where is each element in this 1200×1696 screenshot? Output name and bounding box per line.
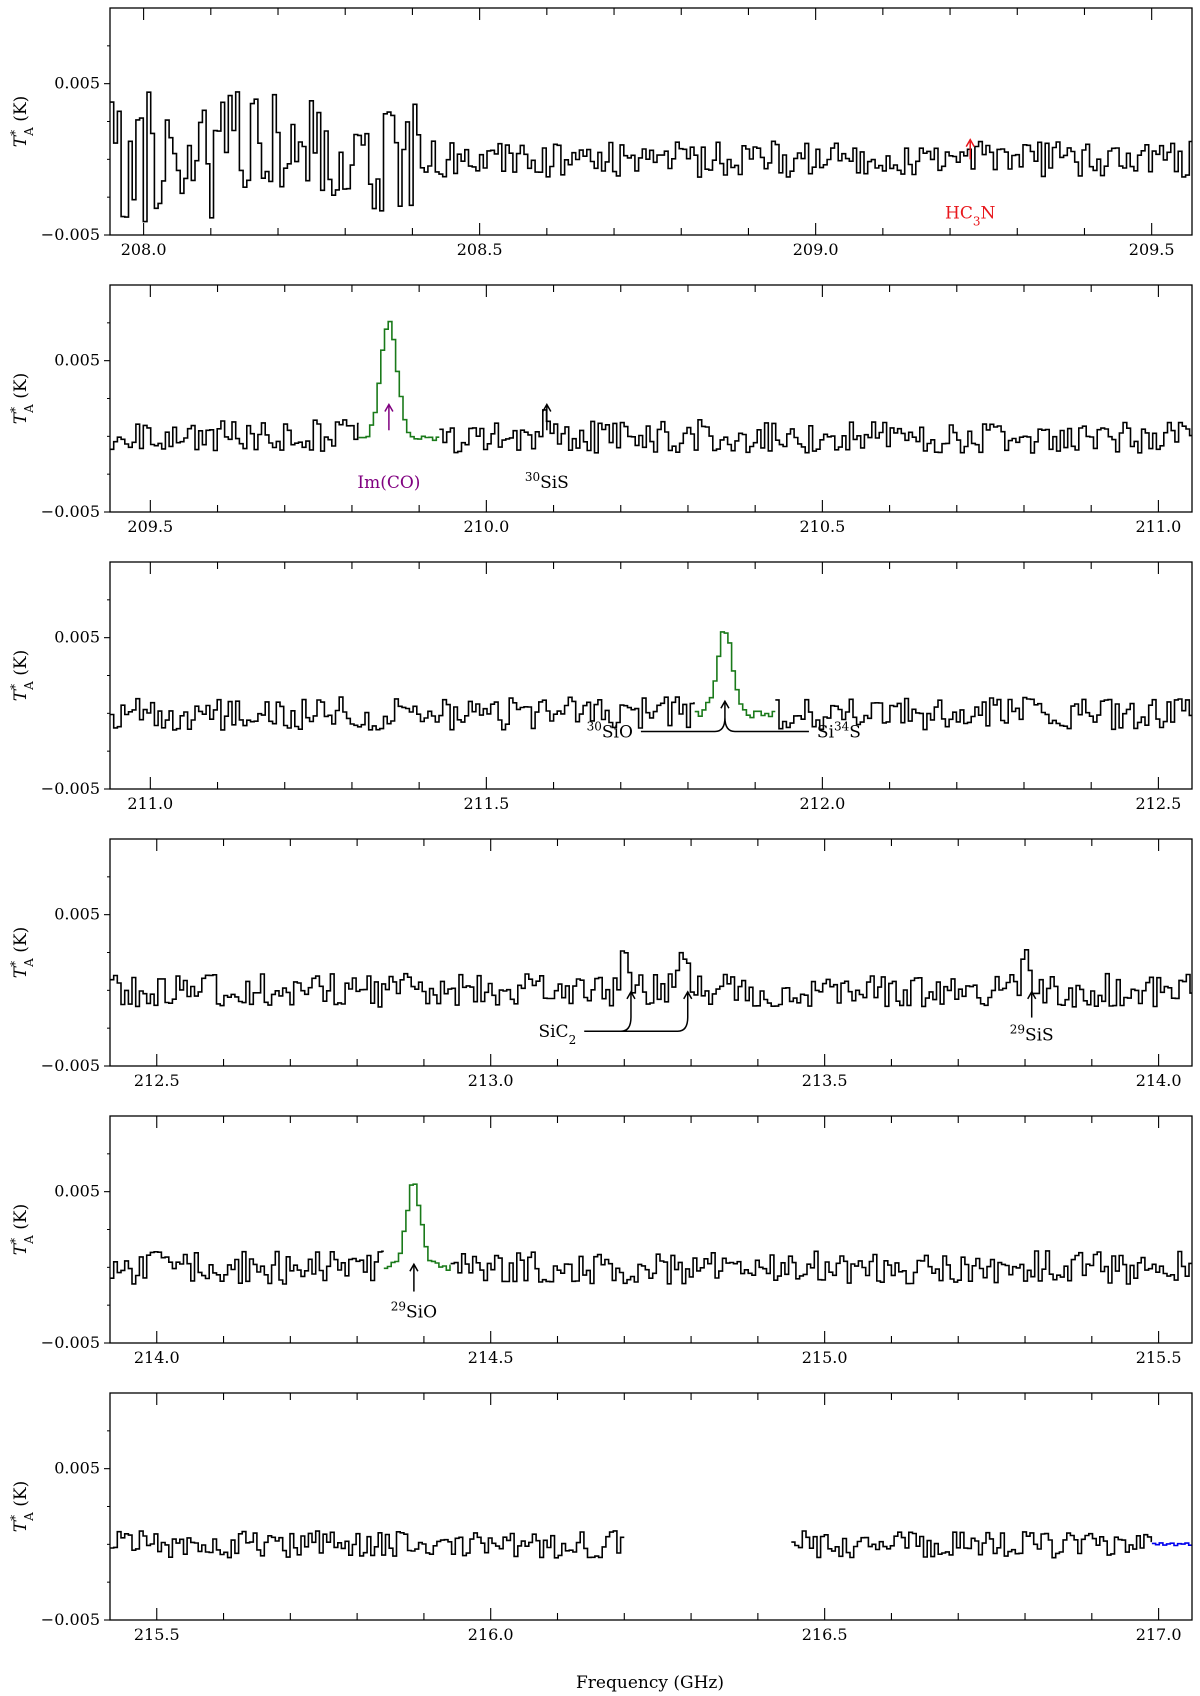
spectrum-series-highlight-2: [358, 320, 440, 442]
x-tick-label: 208.0: [121, 240, 167, 259]
y-tick-label: 0.005: [54, 351, 100, 370]
arrow-head: [542, 403, 552, 412]
x-tick-label: 208.5: [457, 240, 503, 259]
arrow-head: [683, 990, 693, 1000]
annotation-label-right: Si34S: [817, 719, 861, 742]
spectrum-series-normal-1: [110, 419, 359, 452]
line-annotation-1: 29SiO: [391, 1262, 437, 1322]
line-annotation-2: 30SiS: [525, 403, 569, 493]
y-axis-label: T*A (K): [8, 650, 36, 701]
panel-3: 211.0 211.5 212.0 212.5 −0.005 0.005 T*A (K) 30…: [8, 561, 1193, 813]
y-axis-label: T*A (K): [8, 373, 36, 424]
x-tick-label: 209.5: [1129, 240, 1175, 259]
spectrum-series-highlight-2: [694, 631, 776, 719]
x-axis-label: Frequency (GHz): [576, 1673, 724, 1693]
x-tick-label: 211.0: [127, 794, 173, 813]
line-annotation-1: HC3N: [945, 138, 996, 228]
spectrum-series-blue-3: [1151, 1542, 1192, 1547]
arrow-head: [1027, 990, 1037, 1000]
spectrum-series-highlight-2: [383, 1183, 451, 1271]
panel-5: 214.0 214.5 215.0 215.5 −0.005 0.005 T*A (K) 29…: [8, 1115, 1193, 1367]
annotation-label: 29SiS: [1010, 1022, 1054, 1045]
x-tick-label: 209.0: [793, 240, 839, 259]
y-axis-label: T*A (K): [8, 96, 36, 147]
annotation-label: 30SiS: [525, 470, 569, 493]
spectrum-series-normal-1: [110, 949, 1192, 1008]
y-tick-label: 0.005: [54, 905, 100, 924]
y-tick-label: −0.005: [41, 1333, 100, 1352]
spectrum-series-normal-1: [110, 1250, 384, 1285]
x-tick-label: 210.0: [463, 517, 509, 536]
line-annotation-1: SiC2: [538, 990, 693, 1047]
x-tick-label: 211.5: [463, 794, 509, 813]
spectrum-traces: [110, 1183, 1192, 1285]
x-tick-label: 209.5: [127, 517, 173, 536]
arrow-head: [384, 403, 394, 412]
x-tick-label: 214.0: [134, 1348, 180, 1367]
annotation-label: 29SiO: [391, 1299, 437, 1322]
panel-1: 208.0 208.5 209.0 209.5 −0.005 0.005 T*A (K) HC…: [8, 7, 1193, 259]
y-tick-label: −0.005: [41, 1056, 100, 1075]
line-annotation-1: 30SiO Si34S: [587, 699, 861, 742]
x-tick-label: 213.5: [802, 1071, 848, 1090]
y-tick-label: 0.005: [54, 74, 100, 93]
spectrum-traces: [110, 631, 1192, 731]
y-axis-label: T*A (K): [8, 1204, 36, 1255]
y-tick-label: 0.005: [54, 628, 100, 647]
line-annotation-2: 29SiS: [1010, 990, 1054, 1045]
annotation-label: SiC2: [538, 1022, 576, 1047]
spectrum-traces: [110, 949, 1192, 1008]
x-tick-label: 211.0: [1135, 517, 1181, 536]
annotation-label-left: 30SiO: [587, 719, 633, 742]
x-tick-label: 210.5: [799, 517, 845, 536]
spectrum-traces: [110, 91, 1192, 223]
spectrum-series-normal-2: [791, 1530, 1153, 1559]
spectrum-traces: [110, 320, 1192, 454]
y-axis-label: T*A (K): [8, 1481, 36, 1532]
panel-frame: [109, 1115, 1193, 1344]
panel-frame: [109, 284, 1193, 513]
line-annotation-1: Im(CO): [357, 403, 420, 493]
x-tick-label: 216.0: [468, 1625, 514, 1644]
y-tick-label: 0.005: [54, 1182, 100, 1201]
x-tick-label: 214.0: [1136, 1071, 1182, 1090]
y-tick-label: −0.005: [41, 502, 100, 521]
arrow-head: [409, 1262, 419, 1272]
arrow-head: [965, 138, 975, 148]
spectrum-series-normal-1: [110, 1530, 625, 1559]
annotation-label: HC3N: [945, 203, 995, 228]
annotation-label: Im(CO): [357, 473, 420, 493]
spectrum-series-normal-3: [450, 1250, 1192, 1285]
x-tick-label: 212.5: [134, 1071, 180, 1090]
arrow-head: [626, 990, 636, 1000]
x-tick-label: 214.5: [468, 1348, 514, 1367]
panel-2: 209.5 210.0 210.5 211.0 −0.005 0.005 T*A (K) Im…: [8, 284, 1193, 536]
y-tick-label: −0.005: [41, 225, 100, 244]
panel-frame: [109, 1392, 1193, 1621]
spectrum-series-normal-3: [775, 696, 1192, 731]
x-tick-label: 212.5: [1135, 794, 1181, 813]
panel-4: 212.5 213.0 213.5 214.0 −0.005 0.005 T*A (K) Si…: [8, 838, 1193, 1090]
spectrum-series-normal-3: [439, 409, 1192, 454]
x-tick-label: 212.0: [799, 794, 845, 813]
y-tick-label: 0.005: [54, 1459, 100, 1478]
x-tick-label: 213.0: [468, 1071, 514, 1090]
x-tick-label: 215.5: [134, 1625, 180, 1644]
arrow-head: [720, 699, 730, 709]
x-tick-label: 215.0: [802, 1348, 848, 1367]
panel-frame: [109, 561, 1193, 790]
spectrum-series-normal-1: [110, 696, 695, 731]
x-tick-label: 217.0: [1136, 1625, 1182, 1644]
blend-hooks: [584, 991, 689, 1032]
y-tick-label: −0.005: [41, 1610, 100, 1629]
spectrum-traces: [110, 1530, 1192, 1559]
x-tick-label: 215.5: [1136, 1348, 1182, 1367]
y-axis-label: T*A (K): [8, 927, 36, 978]
spectrum-series-normal-1: [110, 91, 1192, 223]
panel-6: 215.5 216.0 216.5 217.0 −0.005 0.005 T*A (K): [8, 1392, 1193, 1644]
blend-bracket: [640, 701, 809, 733]
x-tick-label: 216.5: [802, 1625, 848, 1644]
y-tick-label: −0.005: [41, 779, 100, 798]
